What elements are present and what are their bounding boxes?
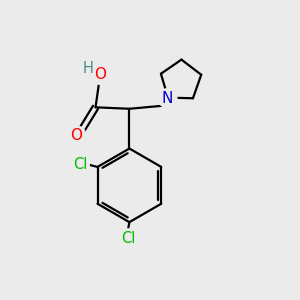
Text: H: H — [82, 61, 93, 76]
Circle shape — [70, 155, 89, 174]
Circle shape — [78, 59, 97, 78]
Text: O: O — [94, 68, 106, 82]
Text: O: O — [70, 128, 83, 143]
Circle shape — [91, 65, 110, 84]
Circle shape — [67, 126, 86, 145]
Text: N: N — [162, 91, 173, 106]
Circle shape — [158, 89, 177, 108]
Circle shape — [118, 229, 137, 248]
Text: Cl: Cl — [121, 231, 135, 246]
Text: Cl: Cl — [73, 157, 87, 172]
